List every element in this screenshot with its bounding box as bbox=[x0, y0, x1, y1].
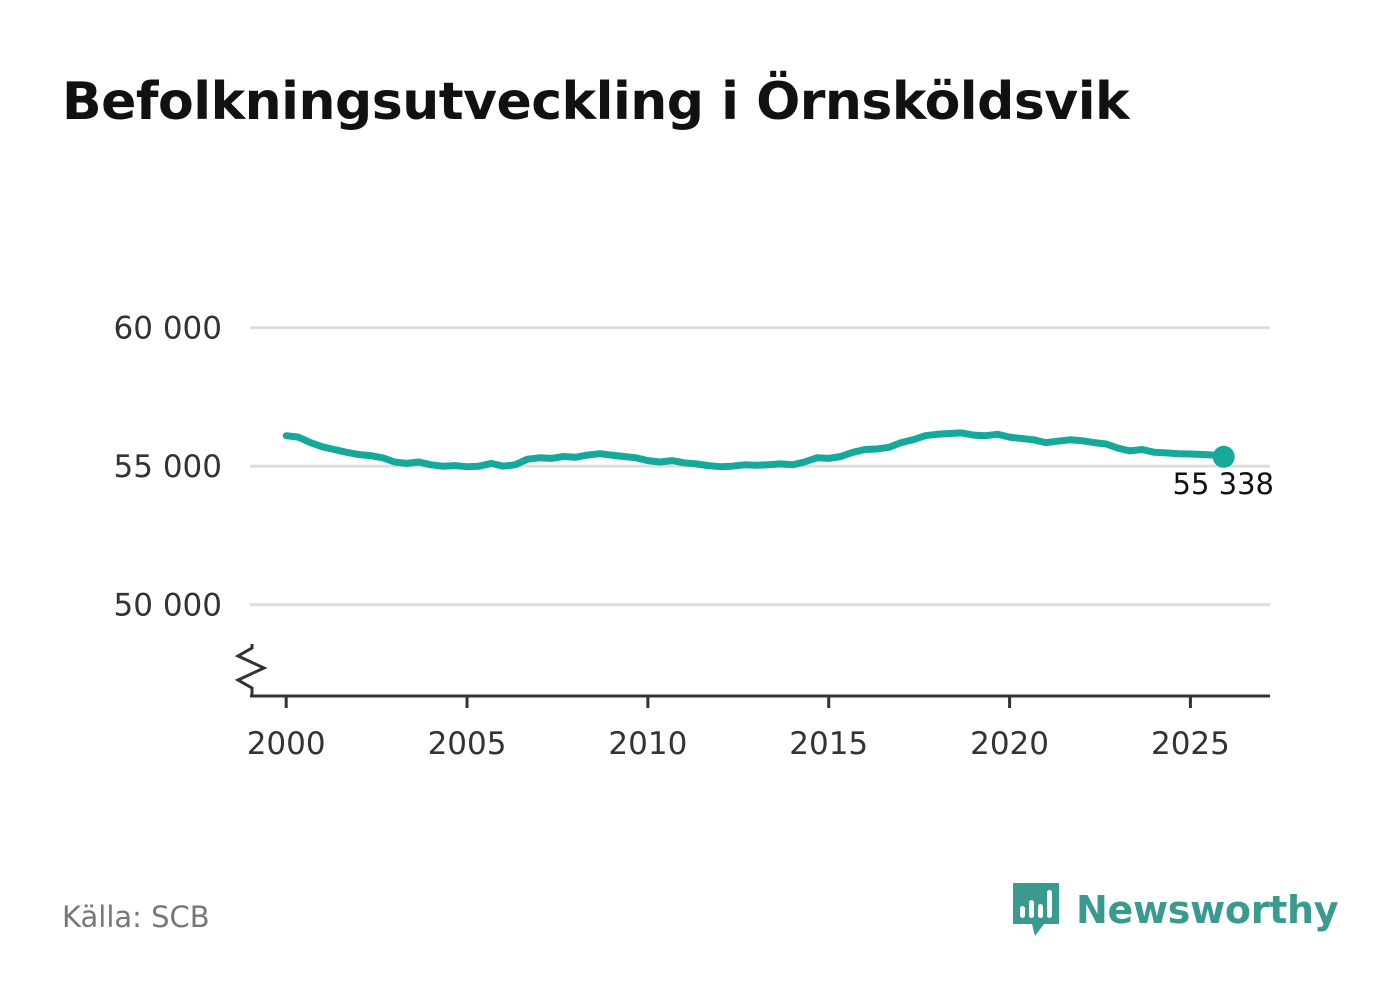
x-tick-label: 2025 bbox=[1151, 726, 1230, 762]
brand-logo: Newsworthy bbox=[1010, 880, 1339, 940]
x-tick-label: 2015 bbox=[789, 726, 868, 762]
series-layer: 55 338 bbox=[282, 429, 1274, 501]
newsworthy-logo-icon bbox=[1013, 883, 1059, 936]
end-point bbox=[1212, 445, 1235, 468]
x-axis-ticks: 2000 2005 2010 2015 2020 2025 bbox=[247, 696, 1230, 762]
y-axis-ticks: 50 000 55 000 60 000 bbox=[114, 311, 222, 624]
source-note: Källa: SCB bbox=[62, 900, 210, 934]
x-tick-label: 2005 bbox=[428, 726, 507, 762]
brand-name: Newsworthy bbox=[1076, 888, 1339, 932]
x-tick-label: 2010 bbox=[608, 726, 687, 762]
y-tick-label: 50 000 bbox=[114, 588, 222, 624]
chart-title: Befolkningsutveckling i Örnsköldsvik bbox=[62, 72, 1130, 132]
series-line bbox=[282, 429, 1228, 471]
axis-break-icon bbox=[234, 644, 268, 696]
y-tick-label: 60 000 bbox=[114, 311, 222, 347]
x-tick-label: 2000 bbox=[247, 726, 326, 762]
end-value-label: 55 338 bbox=[1173, 467, 1274, 501]
y-tick-label: 55 000 bbox=[114, 449, 222, 485]
x-axis bbox=[234, 644, 1270, 698]
x-tick-label: 2020 bbox=[970, 726, 1049, 762]
